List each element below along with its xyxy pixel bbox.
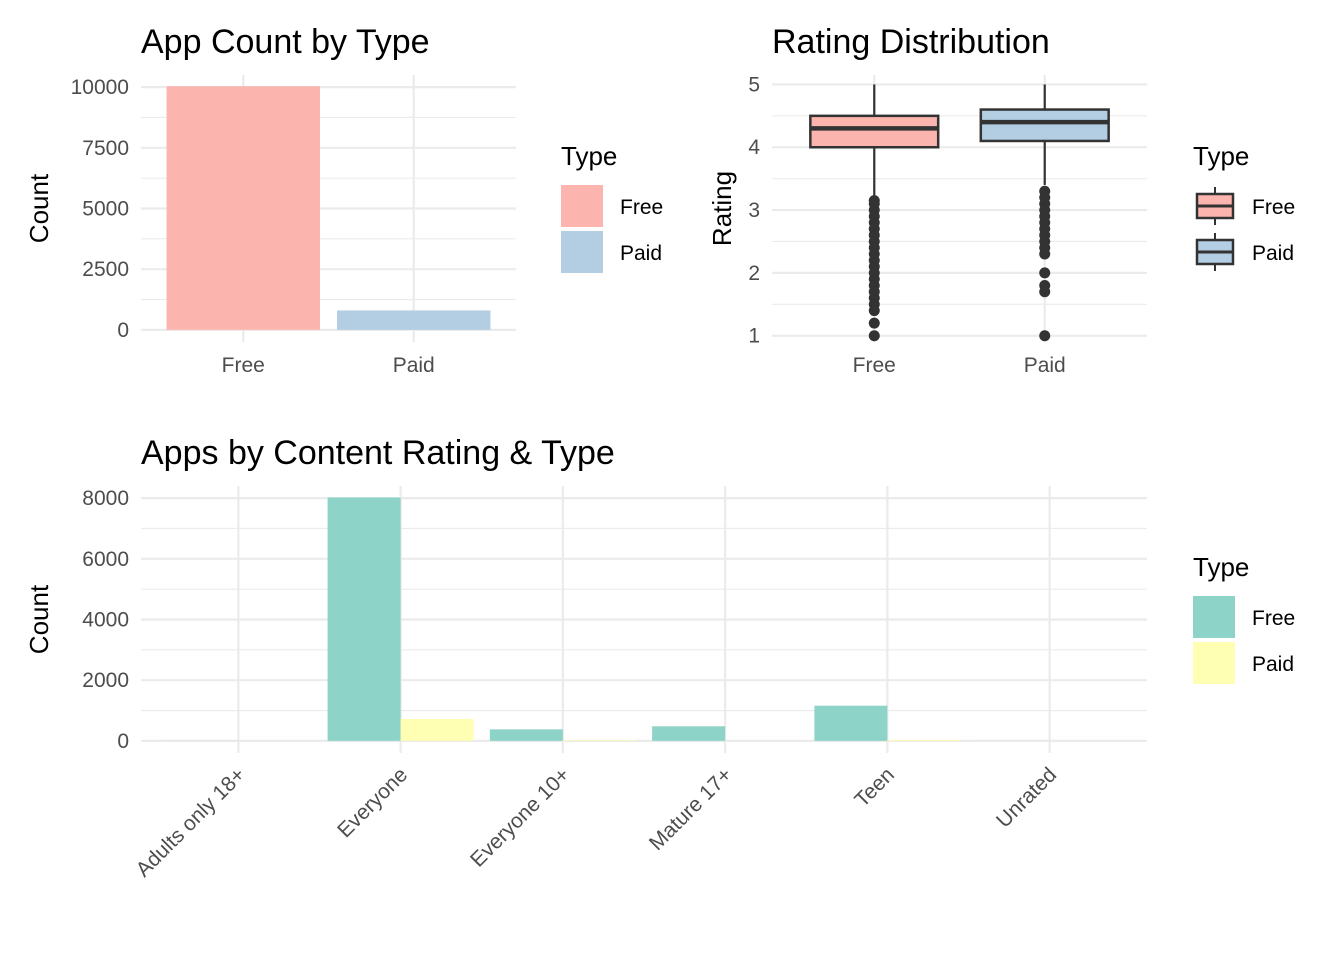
y-tick-label: 3 <box>748 199 760 222</box>
y-tick-label: 5000 <box>82 198 129 221</box>
x-tick-label: Teen <box>850 763 898 811</box>
bar-paid-everyone <box>400 719 474 741</box>
y-axis-label: Count <box>24 584 54 654</box>
x-tick-label: Free <box>222 354 265 377</box>
bar-free-teen <box>814 705 888 741</box>
y-tick-label: 0 <box>117 730 129 753</box>
outlier-point <box>868 305 880 317</box>
x-tick-label: Everyone 10+ <box>466 763 574 871</box>
y-tick-label: 4000 <box>82 609 129 632</box>
legend-label: Free <box>1252 607 1295 630</box>
legend-title: Type <box>561 141 617 171</box>
y-tick-label: 2500 <box>82 258 129 281</box>
legend-label: Free <box>1252 196 1295 219</box>
bar-free-everyone-10- <box>489 729 563 741</box>
legend-key-swatch <box>1193 596 1235 638</box>
box-paid <box>979 84 1110 342</box>
legend-key-swatch <box>1193 642 1235 684</box>
outlier-point <box>1039 286 1051 298</box>
y-axis-label: Count <box>24 173 54 243</box>
legend: Type Free Paid <box>1193 552 1295 684</box>
legend: Type Free Paid <box>561 141 663 273</box>
bar-paid-everyone-10- <box>562 740 636 741</box>
legend-title: Type <box>1193 552 1249 582</box>
bar-paid-teen <box>887 739 961 741</box>
bar-free-mature-17- <box>652 726 726 741</box>
outlier-point <box>1039 330 1051 342</box>
legend-title: Type <box>1193 141 1249 171</box>
y-tick-label: 0 <box>117 319 129 342</box>
y-tick-label: 4 <box>748 136 760 159</box>
y-tick-label: 2 <box>748 262 760 285</box>
iqr-box <box>809 114 940 149</box>
chart-title: Apps by Content Rating & Type <box>141 434 615 472</box>
x-tick-label: Everyone <box>333 763 412 842</box>
legend-label: Paid <box>1252 242 1294 265</box>
legend-label: Paid <box>1252 653 1294 676</box>
iqr-box <box>979 108 1110 143</box>
x-tick-label: Unrated <box>992 763 1061 832</box>
y-tick-label: 7500 <box>82 137 129 160</box>
legend-label: Paid <box>620 242 662 265</box>
panel-rating_dist: 1 2 3 4 5 Free Paid Rating Distribution Rating Ty… <box>707 23 1295 377</box>
panel-type_count: 0 2500 5000 7500 10000 Free Paid App Count by T… <box>24 23 663 377</box>
legend: Type Free Paid <box>1193 141 1295 271</box>
outlier-point <box>868 317 880 329</box>
chart-title: Rating Distribution <box>772 23 1050 61</box>
y-tick-label: 2000 <box>82 669 129 692</box>
legend-key-swatch <box>561 185 603 227</box>
outlier-point <box>1039 248 1051 260</box>
x-tick-label: Paid <box>1024 354 1066 377</box>
outlier-point <box>868 330 880 342</box>
box-free <box>809 84 940 342</box>
bar-free-everyone <box>327 497 401 741</box>
legend-key-swatch <box>561 231 603 273</box>
y-tick-label: 8000 <box>82 487 129 510</box>
x-tick-label: Free <box>853 354 896 377</box>
x-tick-label: Adults only 18+ <box>132 763 250 881</box>
outlier-point <box>1039 267 1051 279</box>
x-tick-label: Paid <box>393 354 435 377</box>
x-tick-label: Mature 17+ <box>645 763 737 855</box>
y-axis-label: Rating <box>707 171 737 246</box>
y-tick-label: 6000 <box>82 548 129 571</box>
y-tick-label: 1 <box>748 325 760 348</box>
chart-title: App Count by Type <box>141 23 430 61</box>
bar-paid <box>337 310 491 330</box>
panel-content_rating: 0 2000 4000 6000 8000 Adults only 18+ Everyone… <box>24 434 1295 881</box>
y-tick-label: 10000 <box>71 76 129 99</box>
y-tick-label: 5 <box>748 73 760 96</box>
legend-label: Free <box>620 196 663 219</box>
bar-free <box>166 86 320 330</box>
